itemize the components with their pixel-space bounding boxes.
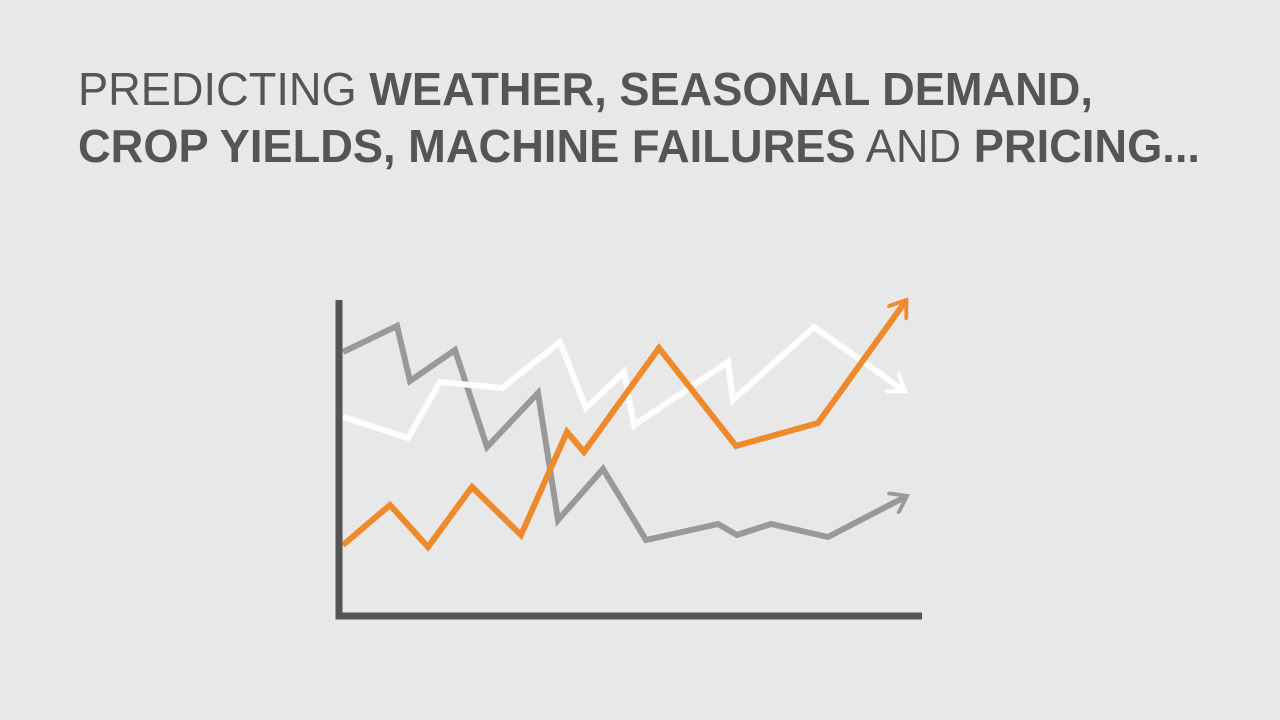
axes: [335, 300, 922, 620]
trend-line: [342, 323, 903, 442]
headline-run: PREDICTING: [78, 63, 357, 115]
headline-run: WEATHER, SEASONAL DEMAND,: [369, 63, 1093, 115]
headline-run: PRICING...: [974, 120, 1200, 172]
headline-run: CROP YIELDS, MACHINE FAILURES: [78, 120, 856, 172]
headline-line: PREDICTING WEATHER, SEASONAL DEMAND,: [78, 63, 1093, 115]
illustration: [335, 300, 922, 620]
headline-run: AND: [866, 120, 962, 172]
trend-line: [341, 321, 905, 544]
trend-line: [341, 302, 905, 552]
headline-line: CROP YIELDS, MACHINE FAILURES AND PRICIN…: [78, 120, 1200, 172]
